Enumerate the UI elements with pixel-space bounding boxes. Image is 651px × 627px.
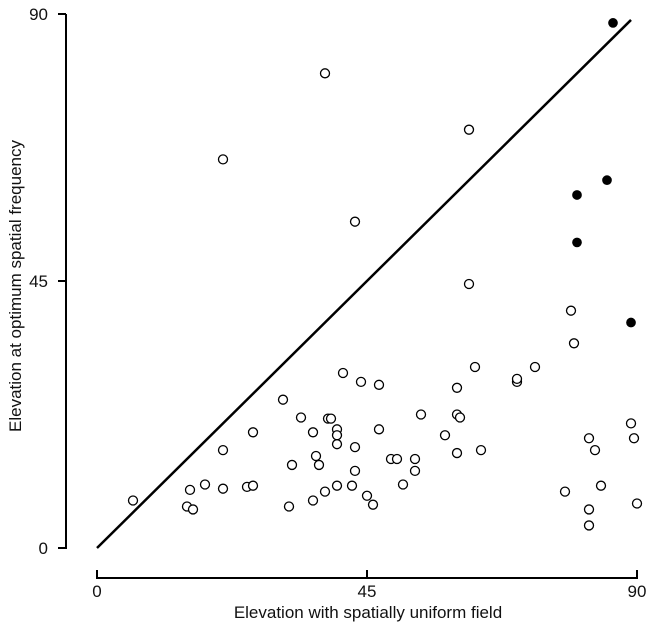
open-data-point — [391, 453, 403, 465]
open-data-point — [583, 433, 595, 444]
open-data-point — [349, 465, 361, 477]
filled-data-point — [602, 175, 612, 185]
open-data-point — [217, 154, 229, 165]
open-data-point — [319, 68, 331, 79]
open-data-point — [127, 495, 139, 506]
open-data-point — [310, 450, 322, 462]
open-data-point — [331, 480, 343, 491]
open-data-point — [247, 427, 259, 438]
open-data-point — [631, 498, 643, 509]
open-data-point — [397, 479, 409, 490]
open-data-point — [439, 430, 451, 441]
ticks — [58, 13, 638, 578]
tick-labels: 0 45 90 0 45 90 — [29, 5, 646, 601]
open-data-point — [463, 124, 475, 135]
open-data-point — [454, 412, 466, 423]
open-data-point — [415, 409, 427, 420]
open-data-point — [529, 361, 541, 373]
open-data-point — [286, 459, 298, 471]
open-data-point — [511, 373, 523, 385]
open-data-point — [565, 305, 577, 316]
open-data-point — [337, 367, 349, 379]
open-data-point — [307, 427, 319, 438]
open-data-point — [355, 376, 367, 388]
reference-diagonal-line — [96, 19, 632, 549]
open-data-point — [595, 480, 607, 491]
open-data-point — [346, 480, 358, 491]
open-data-point — [451, 382, 463, 393]
y-axis-label: Elevation at optimum spatial frequency — [6, 140, 25, 432]
open-data-point — [373, 424, 385, 435]
open-data-point — [625, 418, 637, 429]
open-data-point — [589, 444, 601, 456]
filled-data-point — [626, 317, 636, 328]
open-data-point — [217, 444, 229, 456]
filled-data-point — [572, 190, 582, 200]
open-data-point — [199, 479, 211, 490]
open-data-point — [469, 361, 481, 373]
open-data-point — [559, 486, 571, 497]
open-data-point — [217, 483, 229, 494]
x-tick-label: 45 — [358, 582, 377, 601]
open-data-point — [409, 465, 421, 477]
open-data-point — [295, 412, 307, 423]
data-points — [127, 18, 643, 531]
y-tick-label: 90 — [29, 5, 48, 24]
open-data-point — [349, 216, 361, 227]
open-data-point — [583, 504, 595, 515]
open-data-point — [367, 499, 379, 510]
open-data-point — [349, 441, 361, 453]
open-data-point — [451, 447, 463, 459]
open-data-point — [331, 439, 343, 450]
open-data-point — [463, 278, 475, 290]
y-tick-label: 45 — [29, 272, 48, 291]
y-tick-label: 0 — [39, 539, 48, 558]
open-data-point — [247, 480, 259, 491]
open-data-point — [628, 433, 640, 444]
x-tick-label: 90 — [628, 582, 647, 601]
filled-data-point — [572, 237, 582, 248]
x-axis-label: Elevation with spatially uniform field — [234, 603, 502, 622]
open-data-point — [331, 430, 343, 441]
open-data-point — [409, 453, 421, 465]
open-data-point — [325, 413, 337, 424]
open-data-point — [319, 486, 331, 497]
open-data-point — [583, 520, 595, 531]
open-data-point — [277, 394, 289, 405]
open-data-point — [184, 484, 196, 496]
open-data-point — [373, 379, 385, 390]
x-tick-label: 0 — [92, 582, 101, 601]
open-data-point — [361, 490, 373, 501]
open-data-point — [187, 504, 199, 515]
open-data-point — [283, 501, 295, 512]
open-data-point — [568, 338, 580, 349]
open-data-point — [475, 444, 487, 456]
open-data-point — [307, 495, 319, 506]
filled-data-point — [608, 18, 618, 28]
open-data-point — [313, 459, 325, 471]
